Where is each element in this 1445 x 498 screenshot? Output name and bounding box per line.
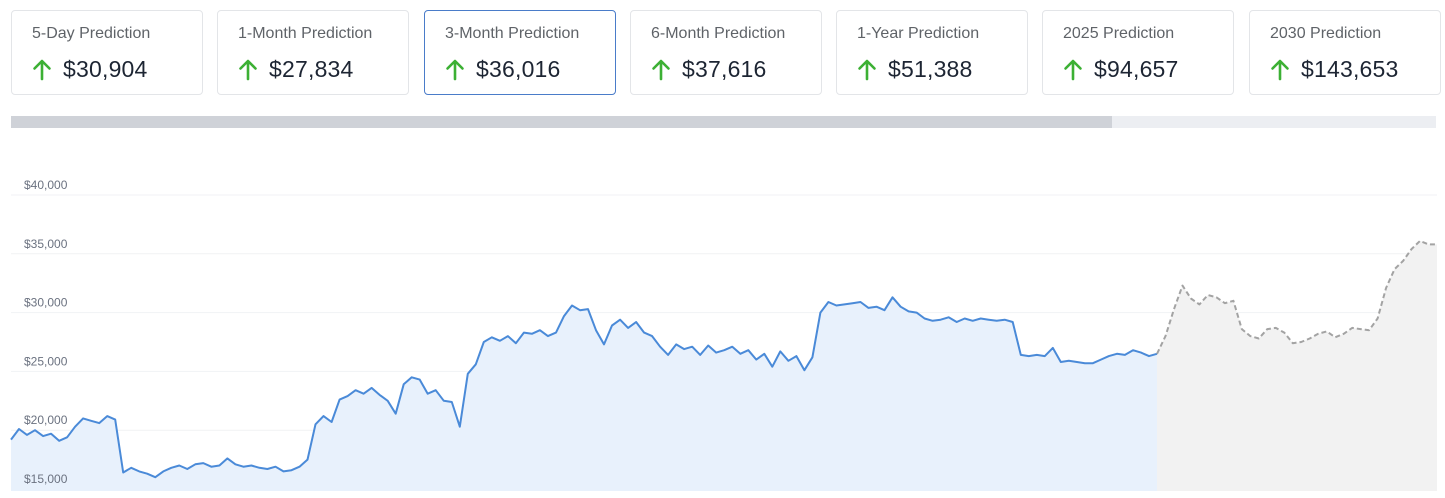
history-line <box>10 296 1158 479</box>
prediction-label: 5-Day Prediction <box>32 25 151 42</box>
cards-scrollbar-thumb[interactable] <box>11 116 1112 128</box>
prediction-value: $143,653 <box>1301 55 1399 82</box>
prediction-value-row: $27,834 <box>238 55 354 83</box>
prediction-card-2030[interactable]: 2030 Prediction $143,653 <box>1249 10 1441 95</box>
prediction-value-row: $51,388 <box>857 55 973 83</box>
y-tick-label: $15,000 <box>24 472 68 486</box>
prediction-value-row: $143,653 <box>1270 55 1399 83</box>
prediction-label: 6-Month Prediction <box>651 25 786 42</box>
y-tick-label: $25,000 <box>24 354 68 368</box>
prediction-card-1-year[interactable]: 1-Year Prediction $51,388 <box>836 10 1028 95</box>
up-arrow-icon <box>446 59 464 81</box>
history-area <box>11 297 1157 491</box>
prediction-card-2025[interactable]: 2025 Prediction $94,657 <box>1042 10 1234 95</box>
prediction-value: $94,657 <box>1094 55 1179 82</box>
forecast-area <box>1157 240 1437 491</box>
prediction-value-row: $37,616 <box>651 55 767 83</box>
up-arrow-icon <box>858 59 876 81</box>
prediction-value: $27,834 <box>269 55 354 82</box>
prediction-value-row: $36,016 <box>445 55 561 83</box>
prediction-card-5-day[interactable]: 5-Day Prediction $30,904 <box>11 10 203 95</box>
prediction-value: $37,616 <box>682 55 767 82</box>
prediction-cards: 5-Day Prediction $30,904 1-Month Predict… <box>11 10 1445 97</box>
prediction-value: $36,016 <box>476 55 561 82</box>
up-arrow-icon <box>1064 59 1082 81</box>
prediction-label: 1-Month Prediction <box>238 25 373 42</box>
prediction-label: 2030 Prediction <box>1270 25 1382 42</box>
prediction-card-3-month[interactable]: 3-Month Prediction $36,016 <box>424 10 616 95</box>
prediction-label: 1-Year Prediction <box>857 25 980 42</box>
prediction-value-row: $94,657 <box>1063 55 1179 83</box>
prediction-card-1-month[interactable]: 1-Month Prediction $27,834 <box>217 10 409 95</box>
cards-scrollbar-track[interactable] <box>11 116 1436 128</box>
y-tick-label: $30,000 <box>24 296 68 310</box>
y-axis-ticks: $40,000 $35,000 $30,000 $25,000 $20,000 $15,0… <box>24 178 68 486</box>
prediction-value: $51,388 <box>888 55 973 82</box>
prediction-card-6-month[interactable]: 6-Month Prediction $37,616 <box>630 10 822 95</box>
prediction-value: $30,904 <box>63 55 148 82</box>
up-arrow-icon <box>652 59 670 81</box>
prediction-label: 3-Month Prediction <box>445 25 580 42</box>
y-tick-label: $20,000 <box>24 413 68 427</box>
prediction-label: 2025 Prediction <box>1063 25 1175 42</box>
up-arrow-icon <box>33 59 51 81</box>
y-tick-label: $35,000 <box>24 237 68 251</box>
prediction-value-row: $30,904 <box>32 55 148 83</box>
price-prediction-chart: $40,000 $35,000 $30,000 $25,000 $20,000 $15,0… <box>10 178 1437 491</box>
y-tick-label: $40,000 <box>24 178 68 192</box>
up-arrow-icon <box>239 59 257 81</box>
up-arrow-icon <box>1271 59 1289 81</box>
forecast-line <box>1156 239 1437 355</box>
